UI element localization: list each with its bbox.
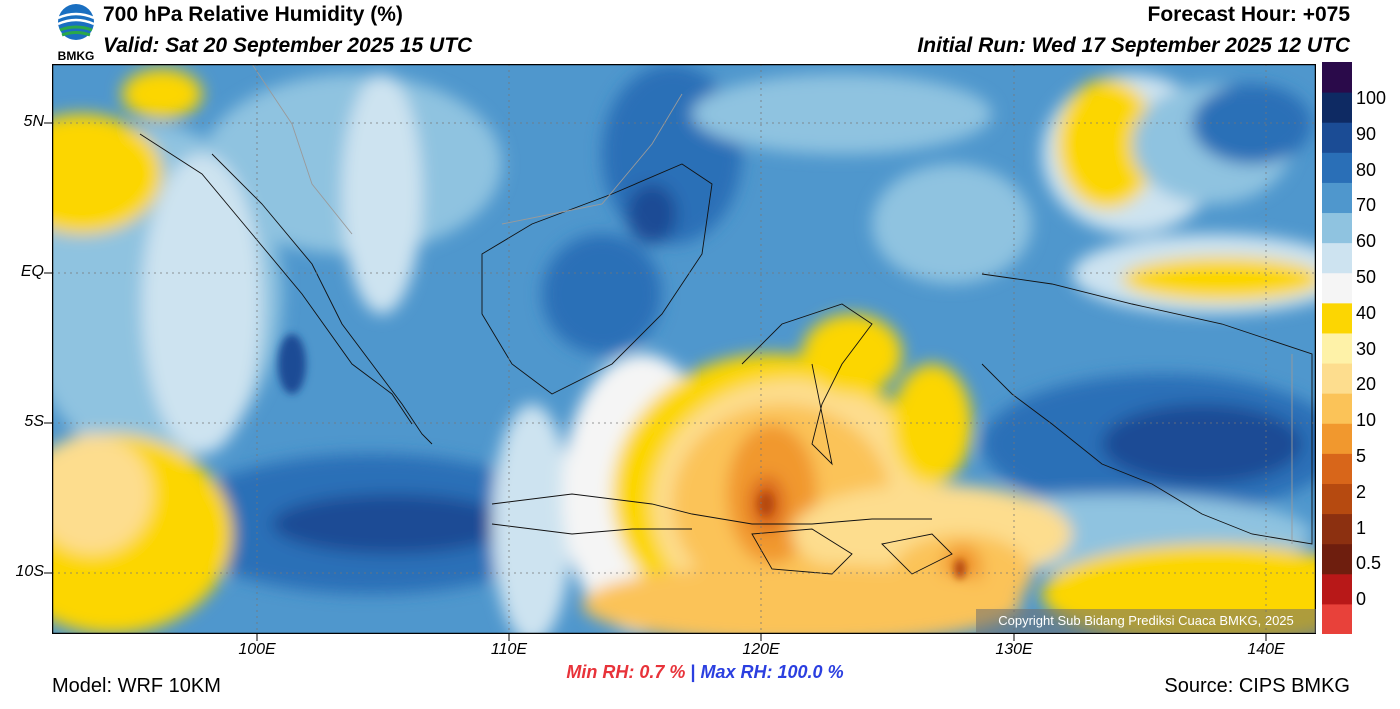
colorbar [1322,62,1352,634]
colorbar-swatch [1322,92,1352,123]
colorbar-label: 30 [1356,338,1377,359]
colorbar-label: 0 [1356,589,1367,610]
lat-ticks [44,122,52,574]
colorbar-swatch [1322,302,1352,334]
lat-label: 5S [24,413,44,430]
stats-separator: | [690,662,696,682]
rh-stats: Min RH: 0.7 % | Max RH: 100.0 % [0,662,1400,683]
colorbar-swatch [1322,363,1352,394]
colorbar-label: 2 [1356,481,1367,502]
rh-fields [52,64,1316,634]
borders [251,64,1293,544]
colorbar-label: 80 [1356,159,1377,180]
colorbar-swatch [1322,453,1352,484]
lon-label: 110E [490,641,528,658]
colorbar-swatch [1322,62,1352,93]
colorbar-swatch [1322,573,1352,605]
lon-label: 100E [238,641,276,658]
valid-time: Valid: Sat 20 September 2025 15 UTC [103,34,473,57]
min-rh: Min RH: 0.7 % [566,662,686,682]
colorbar-swatch [1322,483,1352,515]
colorbar-label: 0.5 [1356,553,1382,574]
lat-label: 10S [15,563,44,580]
colorbar-label: 10 [1356,410,1377,431]
logo-text: BMKG [58,49,95,62]
colorbar-swatch [1322,152,1352,183]
colorbar-label: 70 [1356,195,1377,216]
colorbar-swatch [1322,543,1352,575]
lon-label: 130E [995,641,1033,658]
colorbar-swatch [1322,272,1352,304]
colorbar-swatch [1322,603,1352,634]
colorbar-label: 5 [1356,446,1367,466]
lon-label: 120E [742,641,780,658]
gridlines [52,64,1316,634]
colorbar-label: 90 [1356,123,1377,144]
colorbar-swatch [1322,332,1352,364]
colorbar-swatch [1322,242,1352,274]
initial-run: Initial Run: Wed 17 September 2025 12 UT… [917,34,1350,57]
colorbar-swatch [1322,423,1352,454]
colorbar-swatch [1322,393,1352,424]
colorbar-label: 100 [1356,88,1387,108]
lon-label: 140E [1247,641,1285,658]
colorbar-swatch [1322,122,1352,153]
model-label: Model: WRF 10KM [52,675,221,697]
colorbar-swatch [1322,513,1352,545]
colorbar-label: 20 [1356,374,1377,395]
lon-ticks [256,633,1267,641]
colorbar-swatch [1322,212,1352,244]
lat-label: 5N [23,113,44,130]
colorbar-label: 60 [1356,231,1377,252]
coastlines [139,133,1313,575]
humidity-map [52,64,1316,634]
bmkg-logo: BMKG [57,4,95,62]
source-label: Source: CIPS BMKG [1164,675,1350,697]
forecast-hour: Forecast Hour: +075 [1147,3,1351,26]
colorbar-label: 40 [1356,302,1377,323]
chart-title: 700 hPa Relative Humidity (%) [103,3,403,26]
colorbar-label: 1 [1356,517,1367,538]
colorbar-swatch [1322,182,1352,214]
copyright-notice: Copyright Sub Bidang Prediksi Cuaca BMKG… [976,609,1316,633]
lat-label: EQ [20,263,44,280]
colorbar-label: 50 [1356,267,1377,287]
max-rh: Max RH: 100.0 % [700,662,844,682]
